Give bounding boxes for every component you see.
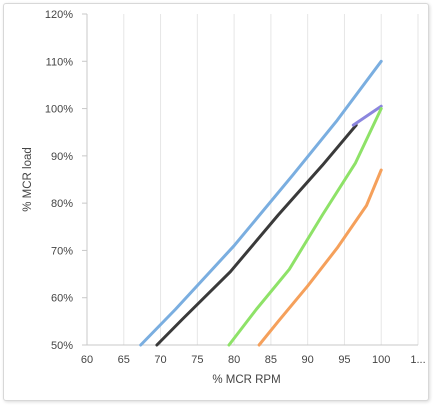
axes: [82, 14, 418, 345]
x-tick-label: 1...: [410, 354, 425, 366]
y-tick-labels: 50% 60% 70% 80% 90% 100% 110% 120%: [45, 9, 73, 352]
series-lines: [141, 61, 382, 345]
y-tick-label: 60%: [51, 293, 73, 305]
y-tick-label: 80%: [51, 198, 73, 210]
y-axis-title: % MCR load: [22, 147, 34, 212]
x-tick-label: 100: [372, 354, 390, 366]
x-tick-label: 75: [191, 354, 203, 366]
grid-lines: [124, 14, 418, 345]
x-tick-label: 80: [228, 354, 240, 366]
x-tick-label: 70: [154, 354, 166, 366]
y-tick-label: 50%: [51, 340, 73, 352]
y-tick-label: 110%: [46, 56, 74, 68]
y-tick-label: 100%: [45, 104, 73, 116]
x-tick-label: 95: [338, 354, 350, 366]
y-tick-label: 70%: [51, 245, 73, 257]
series-line: [229, 109, 381, 345]
x-tick-labels: 60 65 70 75 80 85 90 95 100 1...: [81, 354, 426, 366]
x-axis-title: % MCR RPM: [212, 374, 280, 386]
series-line: [157, 125, 356, 345]
y-tick-label: 120%: [45, 9, 73, 21]
x-tick-label: 65: [118, 354, 130, 366]
x-tick-label: 60: [81, 354, 93, 366]
series-line: [259, 170, 381, 345]
y-tick-label: 90%: [51, 151, 73, 163]
x-tick-label: 90: [302, 354, 314, 366]
x-tick-label: 85: [265, 354, 277, 366]
